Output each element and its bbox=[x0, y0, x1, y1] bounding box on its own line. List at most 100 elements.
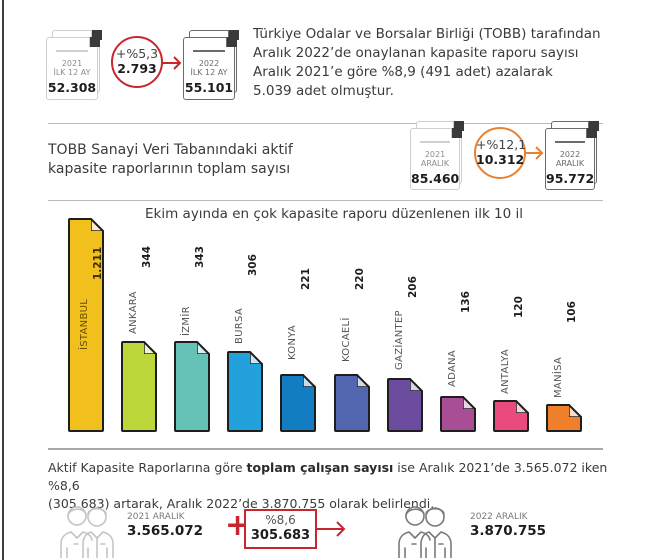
page-fold-icon bbox=[197, 341, 210, 354]
summary-line: Türkiye Odalar ve Borsalar Birliği (TOBB… bbox=[253, 26, 601, 42]
employees-text: ise Aralık 2021’de 3.565.072 iken %8,6 bbox=[48, 460, 608, 493]
chart-bar bbox=[227, 351, 263, 432]
stack-value: 55.101 bbox=[184, 80, 234, 95]
arrow-right-icon bbox=[525, 146, 544, 160]
bar-category-label: ADANA bbox=[447, 349, 458, 387]
active-reports-title-line: kapasite raporlarının toplam sayısı bbox=[48, 161, 291, 177]
change-circle-aralik: +%12,1 10.312 bbox=[474, 127, 526, 179]
employees-line-2: (305.683) artarak, Aralık 2022’de 3.870.… bbox=[48, 496, 435, 511]
divider bbox=[48, 123, 603, 124]
stack-period: ARALIK bbox=[420, 159, 450, 168]
page-fold-icon bbox=[144, 341, 157, 354]
change-percent: %8,6 bbox=[265, 513, 296, 527]
summary-line: 5.039 adet olmuştur. bbox=[253, 83, 394, 99]
bar-category-label: BURSA bbox=[234, 307, 245, 344]
employees-2022-value: 3.870.755 bbox=[470, 523, 547, 539]
page-fold-icon bbox=[516, 400, 529, 413]
fold-icon bbox=[585, 127, 597, 138]
arrow-right-icon bbox=[163, 56, 182, 70]
page-fold-icon bbox=[250, 351, 263, 364]
chart-bar bbox=[334, 374, 370, 432]
page-fold-icon bbox=[91, 218, 104, 231]
doc-stack-2021-aralik: 2021 ARALIK 85.460 bbox=[408, 120, 468, 193]
chart-bar bbox=[546, 404, 582, 432]
bar-category-label: KONYA bbox=[287, 324, 298, 360]
chart-title: Ekim ayında en çok kapasite raporu düzen… bbox=[145, 206, 524, 222]
divider bbox=[48, 448, 603, 450]
page-fold-icon bbox=[303, 374, 316, 387]
chart-bar bbox=[280, 374, 316, 432]
doc-line bbox=[56, 50, 88, 52]
stack-year: 2021 bbox=[61, 59, 83, 68]
bar-value-label: 136 bbox=[460, 291, 472, 313]
bar-category-label: ANKARA bbox=[128, 291, 139, 334]
bar-value-label: 221 bbox=[300, 268, 312, 290]
fold-icon bbox=[225, 36, 237, 47]
divider bbox=[48, 200, 603, 201]
page-left-border bbox=[2, 0, 4, 560]
stack-period: İLK 12 AY bbox=[53, 68, 91, 77]
change-percent: +%5,3 bbox=[115, 46, 159, 61]
employees-2021-label: 2021 ARALIK bbox=[127, 512, 185, 522]
summary-line: Aralık 2022’de onaylanan kapasite raporu… bbox=[253, 45, 579, 61]
employees-text: Aktif Kapasite Raporlarına göre bbox=[48, 460, 247, 475]
chart-bar bbox=[174, 341, 210, 432]
stack-year: 2022 bbox=[559, 150, 581, 159]
bar-category-label: İSTANBUL bbox=[79, 298, 90, 350]
stack-period: ARALIK bbox=[555, 159, 585, 168]
bar-value-label: 343 bbox=[194, 246, 206, 268]
doc-stack-2021-first12: 2021 İLK 12 AY 52.308 bbox=[44, 29, 104, 102]
bar-category-label: İZMİR bbox=[181, 306, 192, 336]
chart-bar bbox=[68, 218, 104, 432]
doc-line bbox=[555, 141, 585, 143]
stack-value: 85.460 bbox=[411, 171, 460, 186]
page-fold-icon bbox=[357, 374, 370, 387]
page-fold-icon bbox=[569, 404, 582, 417]
page-fold-icon bbox=[410, 378, 423, 391]
bar-category-label: MANİSA bbox=[553, 356, 564, 398]
change-percent: +%12,1 bbox=[476, 137, 527, 152]
stack-year: 2022 bbox=[198, 59, 220, 68]
employees-2021-value: 3.565.072 bbox=[127, 523, 204, 539]
summary-paragraph: Türkiye Odalar ve Borsalar Birliği (TOBB… bbox=[253, 25, 603, 101]
employees-paragraph: Aktif Kapasite Raporlarına göre toplam ç… bbox=[48, 459, 618, 513]
stack-value: 95.772 bbox=[546, 171, 595, 186]
bar-value-label: 220 bbox=[354, 268, 366, 290]
fold-icon bbox=[450, 127, 462, 138]
bar-category-label: ANTALYA bbox=[500, 348, 511, 394]
change-circle-first12: +%5,3 2.793 bbox=[111, 36, 163, 88]
arrow-right-icon bbox=[317, 521, 346, 537]
stack-value: 52.308 bbox=[47, 80, 97, 95]
bar-category-label: KOCAELİ bbox=[341, 317, 352, 362]
bar-value-label: 106 bbox=[566, 301, 578, 323]
bar-category-label: GAZİANTEP bbox=[394, 310, 405, 370]
stack-period: İLK 12 AY bbox=[190, 68, 228, 77]
bar-value-label: 306 bbox=[247, 254, 259, 276]
bar-value-label: 344 bbox=[141, 246, 153, 268]
chart-bar bbox=[121, 341, 157, 432]
stack-year: 2021 bbox=[424, 150, 446, 159]
employees-2022-label: 2022 ARALIK bbox=[470, 512, 528, 522]
chart-bar bbox=[440, 396, 476, 432]
doc-line bbox=[193, 50, 225, 52]
bar-value-label: 120 bbox=[513, 296, 525, 318]
chart-bar bbox=[387, 378, 423, 432]
active-reports-title-line: TOBB Sanayi Veri Tabanındaki aktif bbox=[48, 142, 293, 158]
doc-stack-2022-first12: 2022 İLK 12 AY 55.101 bbox=[181, 29, 241, 102]
employees-line-1: Aktif Kapasite Raporlarına göre toplam ç… bbox=[48, 459, 618, 495]
change-amount: 2.793 bbox=[117, 61, 157, 76]
people-icon bbox=[60, 506, 114, 558]
chart-bar bbox=[493, 400, 529, 432]
doc-line bbox=[420, 141, 450, 143]
change-amount: 305.683 bbox=[250, 528, 311, 543]
page-fold-icon bbox=[463, 396, 476, 409]
summary-line: Aralık 2021’e göre %8,9 (491 adet) azala… bbox=[253, 64, 553, 80]
change-amount: 10.312 bbox=[476, 152, 525, 167]
bar-value-label: 206 bbox=[407, 276, 419, 298]
doc-stack-2022-aralik: 2022 ARALIK 95.772 bbox=[543, 120, 603, 193]
people-icon bbox=[398, 506, 452, 558]
fold-icon bbox=[88, 36, 100, 47]
active-reports-title: TOBB Sanayi Veri Tabanındaki aktif kapas… bbox=[48, 141, 378, 179]
bar-value-label: 1.211 bbox=[92, 246, 104, 280]
employees-highlight: toplam çalışan sayısı bbox=[246, 460, 394, 475]
